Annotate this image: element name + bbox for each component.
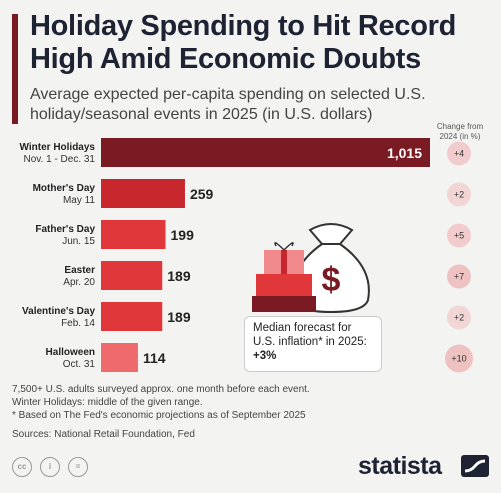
change-label-2: +5 bbox=[454, 231, 464, 241]
chart-title: Holiday Spending to Hit Record High Amid… bbox=[30, 10, 457, 75]
change-column-header: Change from 2024 (in %) bbox=[428, 122, 492, 142]
date-label-0: Nov. 1 - Dec. 31 bbox=[23, 154, 95, 165]
value-label-4: 189 bbox=[167, 309, 191, 325]
money-bag-icon: $ bbox=[292, 223, 370, 314]
date-label-4: Feb. 14 bbox=[61, 318, 95, 329]
inflation-callout: Median forecast for U.S. inflation* in 2… bbox=[244, 316, 382, 372]
date-label-2: Jun. 15 bbox=[62, 236, 95, 247]
cc-icon[interactable]: cc bbox=[12, 457, 32, 477]
footnote-line2: Winter Holidays: middle of the given ran… bbox=[12, 397, 203, 408]
callout-value: +3% bbox=[253, 350, 277, 362]
category-label-2: Father's Day bbox=[35, 224, 95, 235]
value-label-2: 199 bbox=[171, 227, 195, 243]
change-label-4: +2 bbox=[454, 313, 464, 323]
category-label-4: Valentine's Day bbox=[22, 306, 95, 317]
change-circle-3 bbox=[447, 264, 471, 289]
change-label-1: +2 bbox=[454, 190, 464, 200]
bar-2 bbox=[101, 220, 166, 249]
bar-4 bbox=[101, 302, 163, 331]
footnotes: 7,500+ U.S. adults surveyed approx. one … bbox=[12, 383, 392, 441]
footnote-line3: * Based on The Fed's economic projection… bbox=[12, 410, 306, 421]
svg-text:$: $ bbox=[322, 261, 341, 299]
category-label-5: Halloween bbox=[46, 347, 95, 358]
change-label-0: +4 bbox=[454, 149, 464, 159]
value-label-5: 114 bbox=[143, 350, 166, 366]
source-line: Sources: National Retail Foundation, Fed bbox=[12, 429, 195, 440]
footnote-line1: 7,500+ U.S. adults surveyed approx. one … bbox=[12, 384, 310, 395]
change-circle-0 bbox=[447, 141, 471, 166]
bar-5 bbox=[101, 343, 138, 372]
change-label-3: +7 bbox=[454, 272, 464, 282]
date-label-5: Oct. 31 bbox=[63, 359, 96, 370]
statista-logo-text[interactable]: statista bbox=[358, 452, 442, 480]
gift-icon bbox=[252, 242, 316, 312]
category-label-3: Easter bbox=[64, 265, 95, 276]
bar-1 bbox=[101, 179, 185, 208]
bar-3 bbox=[101, 261, 163, 290]
bar-0 bbox=[101, 138, 430, 167]
change-label-5: +10 bbox=[451, 354, 466, 364]
category-label-1: Mother's Day bbox=[33, 183, 96, 194]
change-circle-2 bbox=[447, 223, 471, 248]
title-accent-bar bbox=[12, 14, 18, 124]
callout-text: Median forecast for U.S. inflation* in 2… bbox=[253, 322, 367, 348]
by-icon[interactable]: i bbox=[40, 457, 60, 477]
change-circle-5 bbox=[445, 344, 473, 373]
change-header-line1: Change from bbox=[436, 122, 484, 131]
date-label-3: Apr. 20 bbox=[63, 277, 95, 288]
gift-money-bag-illustration: $ bbox=[252, 223, 370, 314]
change-circle-4 bbox=[447, 305, 471, 330]
chart-subtitle: Average expected per-capita spending on … bbox=[30, 86, 426, 123]
change-circle-1 bbox=[447, 182, 471, 207]
date-label-1: May 11 bbox=[63, 195, 95, 206]
value-label-3: 189 bbox=[167, 268, 191, 284]
statista-logo-icon bbox=[461, 455, 489, 477]
value-label-1: 259 bbox=[190, 186, 214, 202]
value-label-0: 1,015 bbox=[387, 145, 422, 161]
category-label-0: Winter Holidays bbox=[20, 142, 96, 153]
change-header-line2: 2024 (in %) bbox=[439, 132, 481, 141]
equals-icon[interactable]: = bbox=[68, 457, 88, 477]
